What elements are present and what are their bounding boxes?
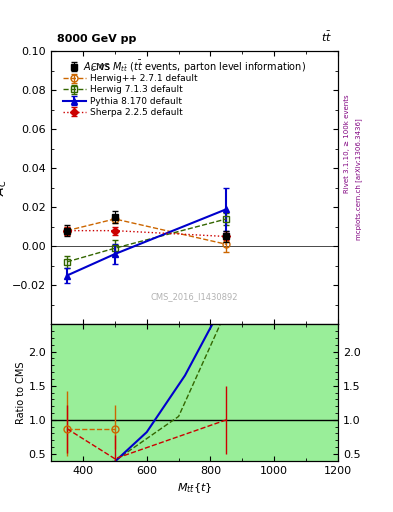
Y-axis label: Ratio to CMS: Ratio to CMS bbox=[16, 361, 26, 424]
Text: $t\bar{t}$: $t\bar{t}$ bbox=[321, 30, 332, 45]
X-axis label: $M_{t\bar{t}}$$\{t\}$: $M_{t\bar{t}}$$\{t\}$ bbox=[177, 481, 212, 495]
Legend: CMS, Herwig++ 2.7.1 default, Herwig 7.1.3 default, Pythia 8.170 default, Sherpa : CMS, Herwig++ 2.7.1 default, Herwig 7.1.… bbox=[61, 61, 200, 119]
Text: 8000 GeV pp: 8000 GeV pp bbox=[57, 34, 136, 45]
Text: $A_C$ vs $M_{t\bar{t}}$ ($t\bar{t}$ events, parton level information): $A_C$ vs $M_{t\bar{t}}$ ($t\bar{t}$ even… bbox=[83, 59, 306, 75]
Y-axis label: $A_C$: $A_C$ bbox=[0, 179, 9, 197]
Text: mcplots.cern.ch [arXiv:1306.3436]: mcplots.cern.ch [arXiv:1306.3436] bbox=[356, 118, 362, 240]
Text: CMS_2016_I1430892: CMS_2016_I1430892 bbox=[151, 292, 238, 302]
Text: Rivet 3.1.10, ≥ 100k events: Rivet 3.1.10, ≥ 100k events bbox=[344, 94, 350, 193]
